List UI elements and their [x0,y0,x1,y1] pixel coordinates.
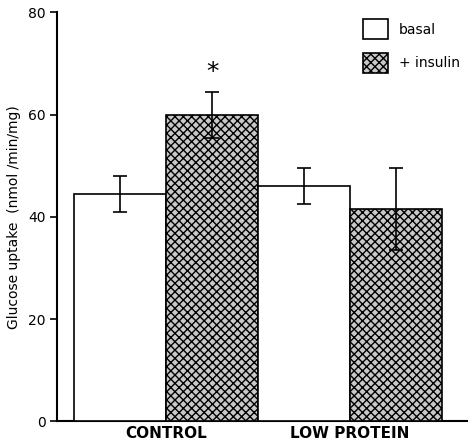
Bar [258,186,350,421]
Y-axis label: Glucose uptake  (nmol /min/mg): Glucose uptake (nmol /min/mg) [7,105,21,329]
Bar [166,115,258,421]
Bar [74,194,166,421]
Legend: basal, + insulin: basal, + insulin [359,15,464,77]
Text: *: * [206,60,218,84]
Bar [350,209,442,421]
